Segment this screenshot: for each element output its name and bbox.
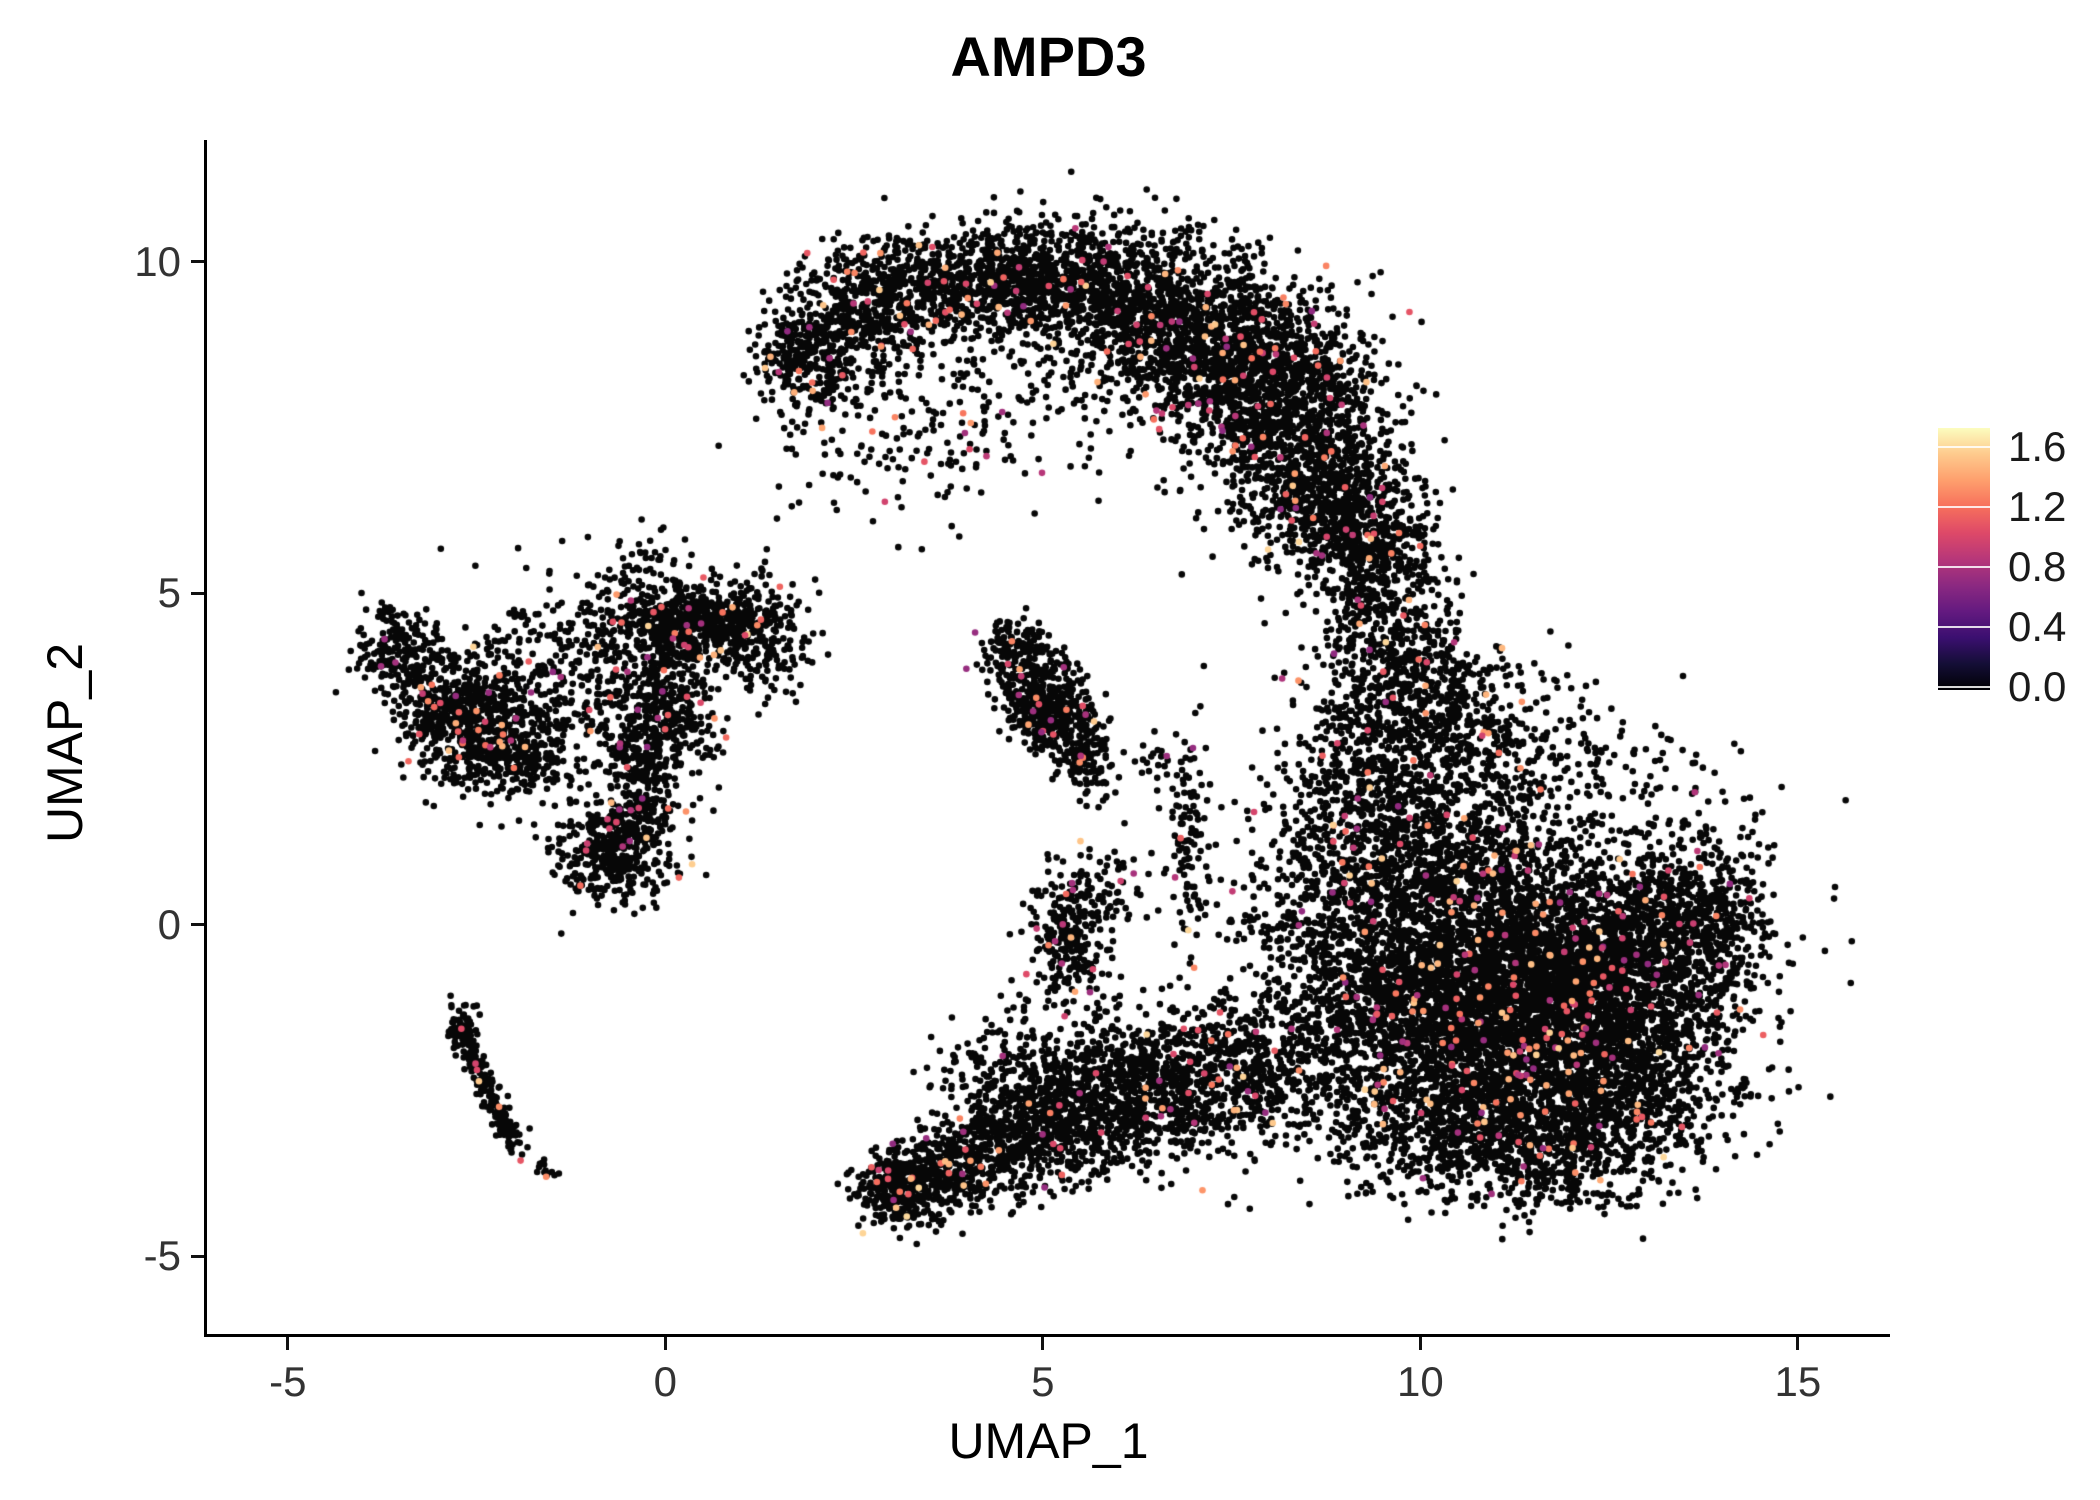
y-tick-mark — [191, 1254, 204, 1258]
x-tick-mark — [286, 1337, 290, 1350]
colorbar-gradient — [1938, 428, 1990, 690]
y-tick-mark — [191, 260, 204, 264]
colorbar-tick-label: 1.6 — [2008, 423, 2067, 471]
plot-title: AMPD3 — [950, 25, 1147, 88]
x-tick-label: 10 — [1397, 1358, 1444, 1405]
x-tick-label: 15 — [1774, 1358, 1822, 1405]
x-tick-mark — [1796, 1337, 1800, 1350]
y-tick-mark — [191, 591, 204, 595]
umap-scatter-canvas — [207, 140, 1890, 1334]
colorbar-tick-label: 0.8 — [2008, 543, 2067, 591]
colorbar-legend: 1.6 1.2 0.8 0.4 0.0 — [1938, 426, 2066, 708]
colorbar-tick-mark — [1938, 626, 1990, 628]
colorbar-tick-label: 1.2 — [2008, 483, 2067, 531]
colorbar-tick-mark — [1938, 506, 1990, 509]
y-tick-label: 10 — [134, 237, 181, 285]
x-tick-mark — [1041, 1337, 1045, 1350]
y-axis-title: UMAP_2 — [37, 642, 93, 844]
x-tick-label: 5 — [1031, 1358, 1055, 1405]
x-tick-label: 0 — [653, 1358, 677, 1405]
y-axis-line — [204, 140, 207, 1337]
colorbar-tick-label: 0.0 — [2008, 663, 2067, 710]
colorbar-tick-mark — [1938, 686, 1990, 688]
y-tick-label: 0 — [157, 900, 181, 948]
x-axis-title: UMAP_1 — [948, 1413, 1149, 1469]
x-tick-mark — [1418, 1337, 1422, 1350]
y-tick-mark — [191, 923, 204, 927]
colorbar-tick-label: 0.4 — [2008, 603, 2067, 650]
y-tick-label: 5 — [157, 569, 181, 617]
y-tick-label: -5 — [143, 1232, 181, 1280]
x-tick-mark — [663, 1337, 667, 1350]
colorbar-tick-mark — [1938, 566, 1990, 569]
x-tick-label: -5 — [269, 1358, 307, 1405]
x-axis-line — [204, 1334, 1890, 1337]
colorbar-tick-mark — [1938, 446, 1990, 449]
plot-panel — [207, 140, 1890, 1334]
